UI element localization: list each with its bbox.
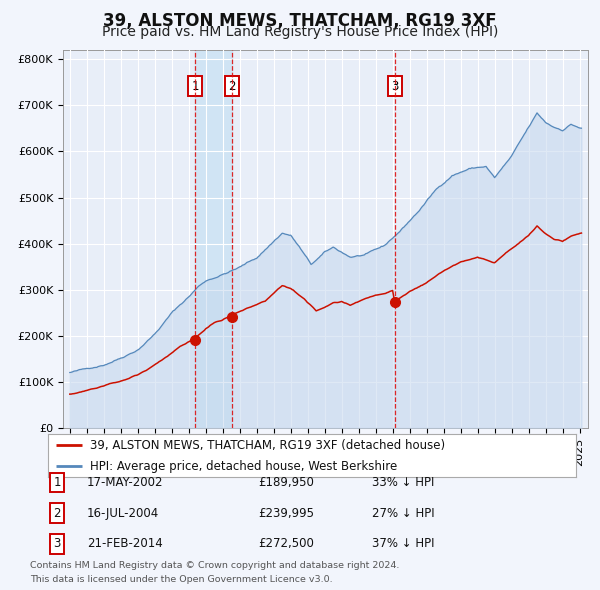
Text: 33% ↓ HPI: 33% ↓ HPI <box>372 476 434 489</box>
Text: 39, ALSTON MEWS, THATCHAM, RG19 3XF: 39, ALSTON MEWS, THATCHAM, RG19 3XF <box>103 12 497 30</box>
Text: 1: 1 <box>191 80 199 93</box>
Text: £189,950: £189,950 <box>258 476 314 489</box>
Text: Contains HM Land Registry data © Crown copyright and database right 2024.: Contains HM Land Registry data © Crown c… <box>30 561 400 570</box>
Text: 27% ↓ HPI: 27% ↓ HPI <box>372 507 434 520</box>
Text: 16-JUL-2004: 16-JUL-2004 <box>87 507 159 520</box>
Bar <box>195 50 232 428</box>
Text: 1: 1 <box>53 476 61 489</box>
Text: 2: 2 <box>228 80 236 93</box>
Text: Price paid vs. HM Land Registry's House Price Index (HPI): Price paid vs. HM Land Registry's House … <box>102 25 498 39</box>
Text: 3: 3 <box>53 537 61 550</box>
Text: 2: 2 <box>53 507 61 520</box>
Text: 17-MAY-2002: 17-MAY-2002 <box>87 476 163 489</box>
Text: HPI: Average price, detached house, West Berkshire: HPI: Average price, detached house, West… <box>90 460 397 473</box>
Text: £272,500: £272,500 <box>258 537 314 550</box>
Text: £239,995: £239,995 <box>258 507 314 520</box>
Text: This data is licensed under the Open Government Licence v3.0.: This data is licensed under the Open Gov… <box>30 575 332 584</box>
Text: 39, ALSTON MEWS, THATCHAM, RG19 3XF (detached house): 39, ALSTON MEWS, THATCHAM, RG19 3XF (det… <box>90 439 445 452</box>
Text: 3: 3 <box>391 80 398 93</box>
Text: 21-FEB-2014: 21-FEB-2014 <box>87 537 163 550</box>
Text: 37% ↓ HPI: 37% ↓ HPI <box>372 537 434 550</box>
